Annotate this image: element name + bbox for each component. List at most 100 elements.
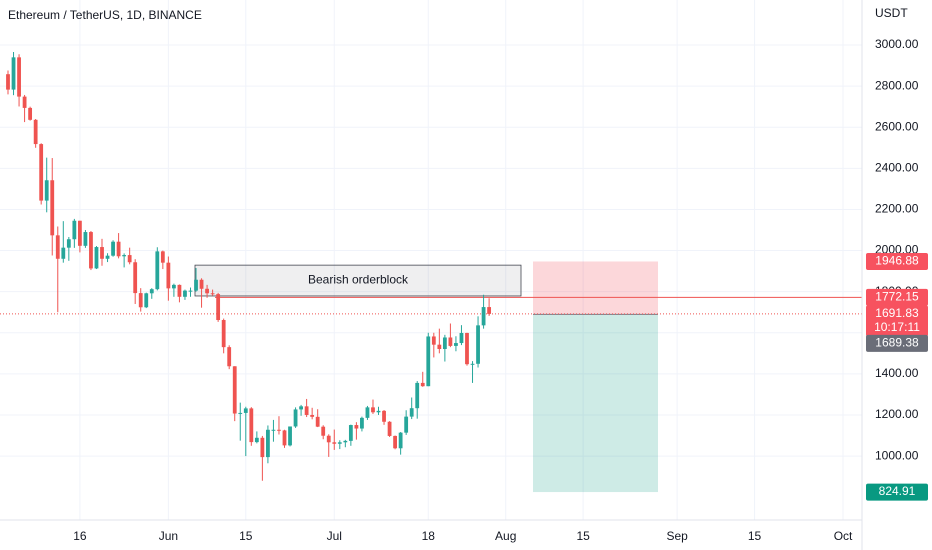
candle-body [266, 429, 270, 458]
candle-body [426, 336, 431, 387]
candle-body [321, 426, 326, 436]
candle-body [100, 247, 104, 259]
candle-body [55, 235, 60, 259]
candle-body [227, 347, 232, 367]
candle-body [337, 442, 342, 444]
candle-body [398, 432, 403, 449]
orderblock-box [194, 264, 522, 297]
candle-body [205, 288, 209, 294]
candle-body [437, 344, 442, 349]
candle-body [89, 232, 93, 269]
candle-body [442, 337, 447, 349]
candle-body [481, 307, 486, 326]
x-tick-label: 18 [422, 529, 436, 543]
candle-body [133, 262, 138, 294]
candle-body [11, 57, 16, 90]
candle-body [172, 284, 176, 289]
candle-body [282, 430, 287, 446]
candle-body [183, 290, 187, 297]
candle-body [199, 279, 204, 289]
candle-body [465, 332, 469, 365]
candle-body [365, 407, 370, 418]
stop-price-tag: 1946.88 [875, 254, 919, 268]
candle-body [409, 408, 414, 417]
x-tick-label: 15 [576, 529, 590, 543]
x-tick-label: Jun [159, 529, 178, 543]
y-tick-label: 1000.00 [875, 448, 919, 462]
candle-body [155, 251, 160, 290]
candle-body [72, 220, 77, 240]
candle-body [310, 414, 315, 417]
y-tick-label: 1200.00 [875, 407, 919, 421]
candle-body [348, 425, 353, 441]
entry-price-tag-bg [866, 334, 928, 352]
candle-body [487, 307, 492, 314]
candle-body [459, 332, 464, 344]
target-zone [533, 314, 658, 493]
candle-body [160, 251, 165, 263]
x-tick-label: Sep [666, 529, 688, 543]
candle-body [243, 408, 248, 413]
candle-body [61, 247, 66, 259]
candle-body [194, 279, 198, 291]
candle-body [28, 107, 33, 120]
candle-body [271, 429, 276, 431]
candle-body [448, 337, 453, 346]
x-tick-label: Aug [495, 529, 516, 543]
stop-price-tag-bg [866, 252, 928, 270]
resistance-tag-bg [866, 288, 928, 306]
candle-body [166, 262, 171, 289]
candle-body [431, 336, 436, 345]
candle-body [216, 294, 221, 321]
candle-body [138, 293, 143, 308]
candle-body [77, 220, 82, 246]
candle-body [66, 239, 71, 248]
chart-title: Ethereum / TetherUS, 1D, BINANCE [8, 8, 202, 22]
price-axis-bg [862, 0, 932, 550]
x-tick-label: 16 [73, 529, 87, 543]
x-tick-label: 15 [239, 529, 253, 543]
candle-body [393, 435, 397, 449]
axis-unit: USDT [875, 6, 908, 20]
candle-body [232, 366, 237, 414]
candle-body [149, 289, 154, 294]
y-tick-label: 2800.00 [875, 78, 919, 92]
resistance-tag: 1772.15 [875, 290, 919, 304]
candle-body [116, 241, 121, 257]
candle-body [188, 290, 193, 292]
candle-body [33, 119, 38, 145]
candle-body [22, 96, 27, 108]
candle-body [221, 320, 226, 348]
candle-body [376, 410, 381, 413]
last-price-tag-bg [866, 305, 928, 337]
x-tick-label: 15 [748, 529, 762, 543]
candle-body [470, 363, 475, 365]
last-price-tag: 1691.83 [875, 306, 919, 320]
candle-body [50, 180, 55, 236]
candle-body [420, 382, 425, 387]
candle-body [249, 408, 254, 443]
candle-body [332, 442, 337, 444]
candle-body [17, 57, 21, 97]
time-axis-bg [0, 520, 862, 550]
candle-body [415, 382, 420, 409]
candle-body [293, 409, 298, 427]
candle-body [476, 325, 480, 364]
candle-body [260, 437, 265, 458]
y-tick-label: 3000.00 [875, 37, 919, 51]
candle-body [111, 241, 115, 256]
candle-body [343, 440, 348, 443]
y-tick-label: 1400.00 [875, 366, 919, 380]
candle-body [210, 293, 215, 295]
target-price-tag-bg [866, 483, 928, 501]
y-tick-label: 2600.00 [875, 119, 919, 133]
x-tick-label: Oct [834, 529, 853, 543]
candle-body [94, 247, 99, 269]
last-price-tag-countdown: 10:17:11 [874, 320, 920, 334]
candle-body [144, 293, 149, 308]
orderblock-label: Bearish orderblock [308, 273, 409, 287]
y-tick-label: 2400.00 [875, 161, 919, 175]
candle-body [277, 429, 281, 431]
candle-body [238, 412, 243, 414]
